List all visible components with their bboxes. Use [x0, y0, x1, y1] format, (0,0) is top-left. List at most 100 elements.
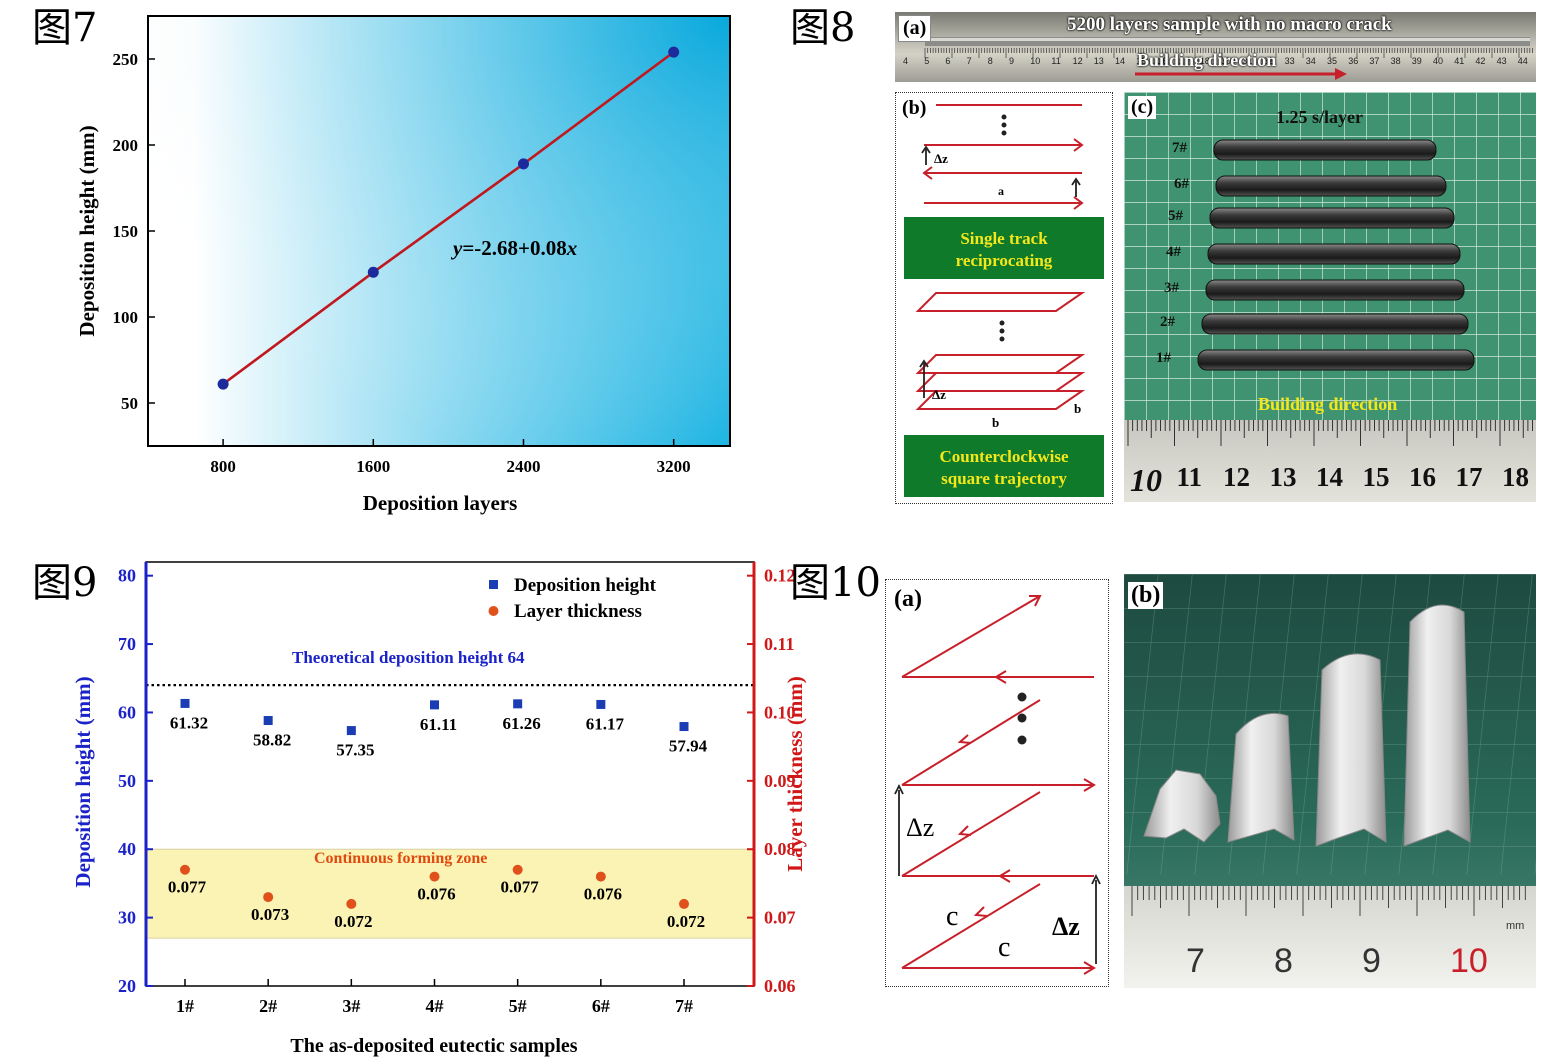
fig9-right-tick-label: 0.08: [764, 839, 796, 859]
fig8c-ruler-number: 10: [1130, 462, 1162, 498]
fig8a-ruler-number: 17: [1178, 56, 1189, 66]
fig7-xlabel: Deposition layers: [363, 491, 518, 515]
fig8a-ruler-number: 38: [1390, 56, 1401, 66]
fig8c-sample-label: 1#: [1156, 350, 1171, 366]
fig9-forming-zone: [145, 848, 755, 939]
fig9-right-tick-label: 0.12: [764, 566, 796, 586]
fig9-height-point: [263, 716, 273, 726]
fig8a-ruler-number: 13: [1093, 56, 1104, 66]
fig8a-ruler-number: 35: [1327, 56, 1338, 66]
fig7-data-point: [367, 266, 379, 278]
fig9-x-tick-label: 6#: [592, 996, 610, 1016]
fig9-thickness-point: [512, 864, 523, 875]
fig9-height-label: 57.94: [669, 737, 708, 756]
fig8c-sample-rod: [1207, 243, 1461, 265]
fig8a-ruler-number: 14: [1115, 56, 1126, 66]
fig9-right-tick-label: 0.07: [764, 908, 796, 928]
fig9-height-point: [596, 699, 606, 709]
fig9-height-point: [679, 722, 689, 732]
fig10b-ruler-number: 9: [1362, 942, 1381, 980]
fig9-thickness-label: 0.076: [584, 885, 622, 904]
fig8a-ruler-number: 12: [1072, 56, 1083, 66]
fig8a-ruler-number: 36: [1348, 56, 1359, 66]
fig7-data-point: [217, 378, 229, 390]
fig9-x-tick-label: 5#: [509, 996, 527, 1016]
fig8a-ruler-number: 6: [945, 56, 951, 66]
fig8a-ruler-number: 5: [924, 56, 930, 66]
fig9-xlabel: The as-deposited eutectic samples: [290, 1035, 577, 1057]
fig8a-photo: (a) 5200 layers sample with no macro cra…: [895, 12, 1536, 82]
fig10a-dz2: Δz: [1052, 912, 1080, 941]
fig8b-box1-line1: Single track: [960, 229, 1048, 248]
fig8a-ruler-number: 18: [1199, 56, 1210, 66]
fig7-xtick-label: 2400: [506, 457, 540, 476]
fig8b-box1-line2: reciprocating: [956, 251, 1053, 270]
fig8a-ruler-number: 15: [1136, 56, 1147, 66]
fig9-height-label: 61.17: [586, 714, 625, 733]
fig8b-box2-line2: square trajectory: [941, 469, 1067, 488]
fig8c-sample-rod: [1197, 349, 1475, 371]
fig10b-ruler-number: 7: [1186, 942, 1205, 980]
fig8b-dz1: Δz: [934, 151, 948, 166]
fig10a-c2: c: [998, 932, 1010, 963]
fig8b-dz2: Δz: [932, 387, 946, 402]
fig9-thickness-label: 0.076: [417, 885, 455, 904]
fig9-height-point: [346, 726, 356, 736]
fig7-ytick-label: 200: [113, 136, 139, 155]
fig8c-ruler-numbers: 10 11 12 13 14 15 16 17 18: [1124, 462, 1536, 502]
fig9-x-tick-label: 4#: [426, 996, 444, 1016]
fig8a-panel-label: (a): [898, 15, 932, 42]
fig9-thickness-point: [595, 871, 606, 882]
fig8c-sample-rod: [1213, 139, 1437, 161]
fig8a-ruler-number: 41: [1454, 56, 1465, 66]
fig8c-direction: Building direction: [1258, 394, 1398, 414]
fig9-zone-label: Continuous forming zone: [314, 850, 487, 867]
fig8c-sample-rod: [1215, 175, 1447, 197]
fig9-right-tick-label: 0.09: [764, 771, 796, 791]
fig8c-panel-label: (c): [1128, 96, 1157, 119]
fig8a-direction: Building direction: [1137, 50, 1277, 70]
fig9-thickness-label: 0.073: [251, 905, 289, 924]
fig9-left-tick-label: 40: [118, 839, 136, 859]
fig8c-sample-rod: [1205, 279, 1465, 301]
fig8c-sample-label: 2#: [1160, 314, 1175, 330]
fig9-height-point: [430, 700, 439, 710]
fig8a-ruler-number: 43: [1496, 56, 1507, 66]
fig8b-box2-line1: Counterclockwise: [939, 447, 1069, 466]
fig8c-ruler-number: 16: [1409, 462, 1436, 492]
fig7-ytick-label: 250: [113, 50, 139, 69]
fig10b-ruler-numbers: 7 8 9 10: [1124, 942, 1536, 988]
fig8a-ruler-number: 30: [1221, 56, 1232, 66]
fig8a-ruler-number: 32: [1263, 56, 1274, 66]
fig10b-ruler-number: 10: [1450, 942, 1488, 980]
fig7-xtick-label: 1600: [356, 457, 390, 476]
fig8b-a: a: [998, 184, 1004, 198]
fig8a-ruler-number: 16: [1157, 56, 1168, 66]
fig9-left-tick-label: 80: [118, 566, 136, 586]
fig8c-sample-label: 5#: [1168, 208, 1183, 224]
fig9-thickness-point: [679, 898, 689, 909]
fig8c-ruler-number: 11: [1176, 462, 1203, 492]
fig7-chart: 50 100 150 200 250 800 1600 2400 3200 y=-2.68+0…: [75, 15, 731, 515]
fig9-height-label: 61.26: [503, 714, 541, 733]
fig10a-dz1: Δz: [906, 813, 934, 842]
fig8a-ruler-number: 8: [987, 56, 993, 66]
fig8b-b2: b: [1074, 401, 1081, 416]
fig9-x-tick-label: 7#: [675, 996, 693, 1016]
fig10b-ruler-number: 8: [1274, 942, 1293, 980]
fig8a-ruler-numbers: 4 5 6 7 8 9 10 11 12 13 14 15 16 17 18 30 31 32 33 34 35 36 37…: [895, 56, 1536, 70]
fig7-equation: y=-2.68+0.08x: [450, 236, 577, 260]
fig8a-ruler-number: 4: [903, 56, 909, 66]
fig9-label: 图9: [32, 560, 98, 606]
fig9-chart: 20 30 40 50 60 70 80 0.06 0.07 0.08 0.09 0.10 0.11 0…: [71, 561, 807, 1057]
fig9-left-tick-label: 30: [118, 908, 136, 928]
fig9-theoretical-label: Theoretical deposition height 64: [292, 648, 525, 667]
fig8a-ruler-number: 37: [1369, 56, 1380, 66]
fig9-thickness-point: [263, 892, 274, 903]
fig8b-b1: b: [992, 415, 999, 430]
fig8c-rate: 1.25 s/layer: [1276, 107, 1363, 127]
fig8a-ruler-number: 9: [1009, 56, 1015, 66]
fig10b-mm: mm: [1506, 920, 1525, 932]
fig8a-ruler-number: 40: [1433, 56, 1444, 66]
fig8a-ruler-number: 39: [1411, 56, 1422, 66]
